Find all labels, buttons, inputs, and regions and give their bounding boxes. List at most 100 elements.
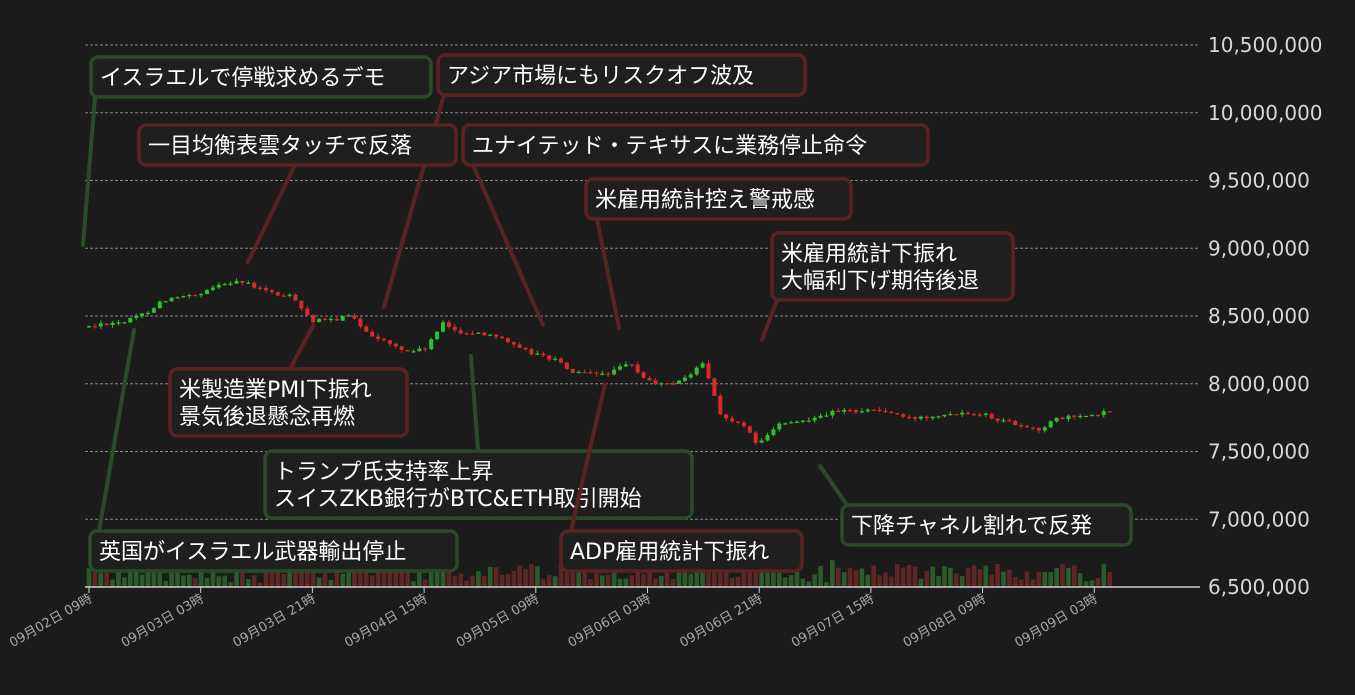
volume-bar xyxy=(552,576,558,587)
annotation-pointer xyxy=(469,354,480,453)
candle-body xyxy=(913,417,917,419)
candle-body xyxy=(1001,420,1006,422)
annotation-text: アジア市場にもリスクオフ波及 xyxy=(447,64,754,89)
volume-bar xyxy=(482,576,487,587)
volume-bar xyxy=(971,565,977,587)
candle-body xyxy=(199,294,204,296)
candle-body xyxy=(98,323,103,327)
volume-bar xyxy=(700,568,705,587)
candle-body xyxy=(1101,411,1106,416)
candle-body xyxy=(1072,415,1077,418)
volume-bar xyxy=(965,567,971,587)
volume-bar xyxy=(918,578,924,587)
candle-body xyxy=(328,318,333,321)
annotation-pointer xyxy=(246,163,297,264)
volume-bar xyxy=(257,582,263,587)
annotation-text: 景気後退懸念再燃 xyxy=(179,405,355,430)
candle-body xyxy=(399,346,404,350)
volume-bar xyxy=(594,570,599,587)
volume-bar xyxy=(546,575,552,587)
candle-body xyxy=(293,294,298,301)
candle-body xyxy=(942,414,947,417)
candle-body xyxy=(264,287,268,291)
candle-body xyxy=(258,287,263,289)
volume-bar xyxy=(210,568,216,587)
candle-body xyxy=(193,294,198,297)
volume-bar xyxy=(1001,571,1006,587)
volume-bar xyxy=(771,567,776,587)
volume-bar xyxy=(865,574,871,587)
candle-body xyxy=(594,372,599,374)
candle-body xyxy=(387,340,392,344)
annotation-box xyxy=(137,123,458,167)
volume-bar xyxy=(877,575,882,587)
candle-body xyxy=(435,331,440,340)
volume-bar xyxy=(328,579,334,587)
volume-bar xyxy=(859,568,865,587)
candle-body xyxy=(275,292,280,296)
candle-body xyxy=(553,358,558,360)
candle-body xyxy=(505,338,510,343)
volume-bar xyxy=(423,579,428,587)
annotation-10: ADP雇用統計下振れ xyxy=(559,382,804,573)
volume-bar xyxy=(293,569,298,587)
annotation-pointer xyxy=(97,328,136,533)
volume-bar xyxy=(352,562,357,587)
candle-body xyxy=(789,422,794,424)
candle-body xyxy=(812,417,817,421)
candle-body xyxy=(358,318,363,327)
candle-body xyxy=(559,358,563,363)
volume-bar xyxy=(275,562,281,587)
candle-body xyxy=(806,420,811,422)
candle-body xyxy=(629,364,634,366)
candle-body xyxy=(500,336,504,339)
candle-body xyxy=(122,322,127,324)
candle-body xyxy=(918,416,923,419)
annotation-text: 大幅利下げ期待後退 xyxy=(781,269,979,294)
volume-bar xyxy=(1007,569,1012,587)
volume-bar xyxy=(735,576,741,587)
volume-bar xyxy=(98,573,104,587)
annotation-5: 米雇用統計控え警戒感 xyxy=(584,177,853,330)
candle-body xyxy=(582,372,587,374)
volume-bar xyxy=(930,566,935,587)
candle-body xyxy=(659,383,664,385)
candle-body xyxy=(564,362,569,369)
candle-body xyxy=(134,316,139,318)
candle-body xyxy=(252,282,257,288)
candle-body xyxy=(635,364,640,373)
candle-body xyxy=(830,410,835,416)
annotation-4: ユナイテッド・テキサスに業務停止命令 xyxy=(461,123,930,327)
volume-bar xyxy=(505,573,511,587)
volume-bar xyxy=(1089,580,1095,587)
candle-body xyxy=(476,332,481,334)
candle-body xyxy=(995,418,1000,421)
volume-bar xyxy=(948,567,953,587)
volume-bar xyxy=(576,570,581,587)
volume-bar xyxy=(741,562,747,587)
volume-bar xyxy=(511,570,517,587)
candle-body xyxy=(175,297,180,299)
candle-body xyxy=(694,367,699,375)
volume-bar xyxy=(375,562,381,587)
candle-body xyxy=(488,334,493,336)
volume-bar xyxy=(187,574,192,587)
volume-bar xyxy=(617,578,623,587)
volume-bar xyxy=(718,565,723,587)
x-tick-label: 09月08日 09時 xyxy=(901,591,989,650)
volume-bar xyxy=(228,582,233,587)
candle-body xyxy=(901,414,906,417)
x-tick-label: 09月03日 21時 xyxy=(231,591,319,650)
candle-body xyxy=(1031,427,1035,429)
volume-bar xyxy=(759,562,764,587)
volume-bar xyxy=(629,575,635,587)
candle-body xyxy=(157,301,162,309)
volume-bar xyxy=(989,574,994,587)
candle-body xyxy=(895,413,900,415)
candle-body xyxy=(446,322,451,327)
candle-body xyxy=(87,326,91,328)
volume-bar xyxy=(558,564,564,587)
volume-bar xyxy=(954,573,959,587)
candle-body xyxy=(1013,421,1018,426)
